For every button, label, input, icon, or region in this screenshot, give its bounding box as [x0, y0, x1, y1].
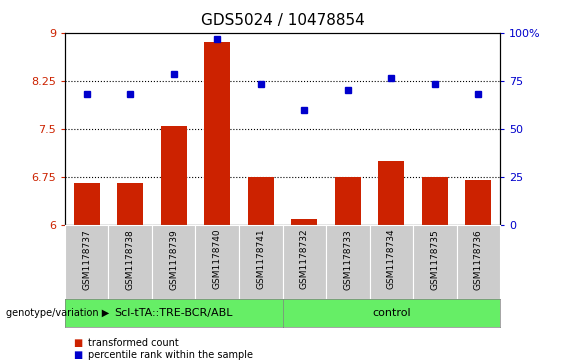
Text: GSM1178732: GSM1178732 — [300, 229, 308, 289]
Text: ■: ■ — [73, 350, 82, 360]
Text: Scl-tTA::TRE-BCR/ABL: Scl-tTA::TRE-BCR/ABL — [115, 308, 233, 318]
Text: GSM1178733: GSM1178733 — [344, 229, 352, 290]
Bar — [117, 183, 144, 225]
Bar — [291, 219, 318, 225]
Text: GSM1178735: GSM1178735 — [431, 229, 439, 290]
Text: GSM1178734: GSM1178734 — [387, 229, 396, 289]
Bar — [421, 177, 448, 225]
Bar — [334, 177, 361, 225]
Text: transformed count: transformed count — [88, 338, 179, 348]
Bar — [160, 126, 187, 225]
Bar — [204, 42, 231, 225]
Text: GDS5024 / 10478854: GDS5024 / 10478854 — [201, 13, 364, 28]
Bar — [73, 183, 100, 225]
Bar — [465, 180, 492, 225]
Bar — [378, 161, 405, 225]
Text: GSM1178739: GSM1178739 — [170, 229, 178, 290]
Text: GSM1178736: GSM1178736 — [474, 229, 483, 290]
Text: genotype/variation ▶: genotype/variation ▶ — [6, 308, 109, 318]
Text: percentile rank within the sample: percentile rank within the sample — [88, 350, 253, 360]
Text: GSM1178740: GSM1178740 — [213, 229, 221, 289]
Text: GSM1178737: GSM1178737 — [82, 229, 91, 290]
Bar — [247, 177, 274, 225]
Text: control: control — [372, 308, 411, 318]
Text: GSM1178738: GSM1178738 — [126, 229, 134, 290]
Text: ■: ■ — [73, 338, 82, 348]
Text: GSM1178741: GSM1178741 — [257, 229, 265, 289]
